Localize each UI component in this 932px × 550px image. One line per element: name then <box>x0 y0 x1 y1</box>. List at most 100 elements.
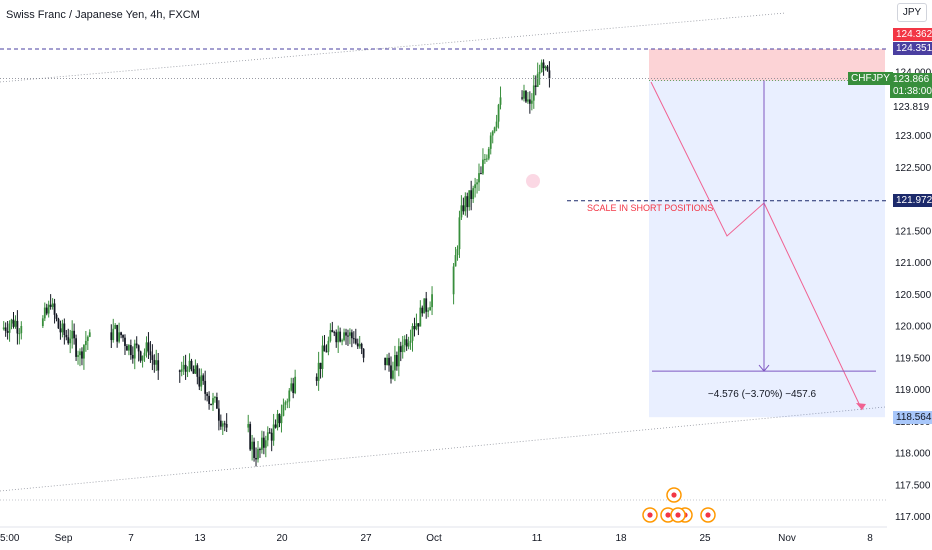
candle-body <box>43 307 46 319</box>
trendlines <box>0 12 887 501</box>
candle-body <box>124 337 126 346</box>
candle-body <box>276 413 279 428</box>
candle-body <box>315 376 318 381</box>
candle-body <box>255 457 257 460</box>
x-tick-label: 27 <box>360 533 372 544</box>
candle-body <box>84 340 87 346</box>
candle-body <box>206 393 209 396</box>
x-tick-label: 11 <box>532 533 543 544</box>
candle-body <box>345 332 347 336</box>
candle-body <box>51 303 54 307</box>
candle-body <box>83 345 85 359</box>
y-tick-label: 122.500 <box>895 163 932 174</box>
candle-body <box>61 323 64 333</box>
candle-body <box>20 326 23 334</box>
candle-body <box>129 345 132 356</box>
candle-body <box>6 331 9 333</box>
candle-body <box>544 66 547 69</box>
candle-body <box>184 364 187 372</box>
candle-body <box>392 370 394 379</box>
candle-body <box>282 404 285 416</box>
candle-body <box>540 62 543 72</box>
candle-body <box>384 357 387 366</box>
measure-label: −4.576 (−3.70%) −457.6 <box>708 389 817 400</box>
candle-body <box>204 380 207 394</box>
event-markers[interactable] <box>642 487 716 523</box>
candle-body <box>8 323 11 333</box>
candle-body <box>325 351 328 353</box>
candle-body <box>2 327 5 330</box>
candle-body <box>534 85 537 87</box>
candle-body <box>178 370 181 372</box>
candle-body <box>141 355 144 361</box>
candle-body <box>542 62 545 69</box>
candle-body <box>394 355 396 371</box>
candle-body <box>253 441 255 458</box>
candle-body <box>145 342 148 353</box>
candle-body <box>259 449 261 451</box>
candle-body <box>59 328 62 333</box>
x-tick-label: 18 <box>615 533 627 544</box>
candle-body <box>454 255 457 267</box>
candle-body <box>202 375 205 381</box>
candle-body <box>429 307 432 311</box>
x-tick-label: Sep <box>55 533 73 544</box>
candle-body <box>329 329 332 341</box>
candle-body <box>157 360 160 371</box>
candle-body <box>390 365 392 379</box>
candle-body <box>548 70 551 79</box>
take-profit-zone <box>649 80 885 418</box>
candle-body <box>286 401 289 403</box>
candle-body <box>356 343 359 347</box>
currency-button[interactable]: JPY <box>897 3 927 22</box>
candle-body <box>261 437 263 450</box>
candle-body <box>57 318 60 329</box>
y-tick-label: 121.000 <box>895 258 932 269</box>
candle-body <box>427 310 430 312</box>
candle-body <box>270 432 273 441</box>
candle-body <box>278 413 281 424</box>
candle-body <box>321 345 324 369</box>
candle-body <box>536 73 539 87</box>
y-tick-label: 118.000 <box>895 449 931 460</box>
short-position-tool[interactable] <box>649 49 885 418</box>
candle-body <box>521 97 523 99</box>
candle-body <box>323 345 326 352</box>
candle-body <box>274 424 277 428</box>
x-tick-label: 13 <box>194 533 206 544</box>
candle-body <box>182 364 185 370</box>
candle-body <box>401 345 404 353</box>
x-tick-label: 8 <box>867 533 873 544</box>
candle-body <box>523 90 525 99</box>
y-tick-label: 123.000 <box>895 131 932 142</box>
candle-body <box>120 332 122 336</box>
candle-body <box>462 205 465 212</box>
candlesticks <box>2 59 551 467</box>
candle-body <box>485 158 488 160</box>
scale-in-price-tag: 121.972 <box>893 194 932 207</box>
candle-body <box>225 423 228 428</box>
candle-body <box>468 190 471 208</box>
candle-body <box>49 304 52 307</box>
candle-body <box>217 408 220 421</box>
candle-body <box>127 345 130 351</box>
candle-body <box>335 332 338 343</box>
highlight-marker <box>526 174 540 188</box>
candle-body <box>63 323 66 335</box>
candle-body <box>77 355 79 357</box>
candle-body <box>478 173 480 183</box>
candle-body <box>147 342 150 352</box>
time-axis[interactable]: 5:00 Sep 7 13 20 27 Oct 11 18 25 Nov 8 <box>0 526 887 544</box>
drawings[interactable]: −4.576 (−3.70%) −457.6 SCALE IN SHORT POS… <box>526 80 876 411</box>
candle-body <box>216 397 218 409</box>
candle-body <box>386 357 388 366</box>
candle-body <box>476 182 478 185</box>
candle-body <box>425 298 428 312</box>
candle-body <box>126 345 128 351</box>
candle-body <box>362 348 365 358</box>
candle-body <box>208 395 210 404</box>
candle-body <box>483 159 486 161</box>
candle-body <box>337 331 340 343</box>
candle-body <box>341 340 343 342</box>
